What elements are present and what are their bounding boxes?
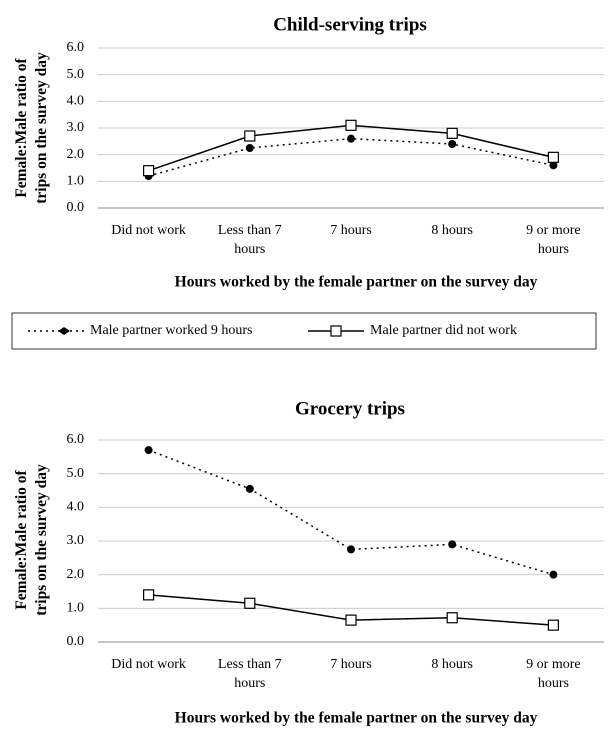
x-tick-label: 8 hours [431,657,473,672]
chart-title: Child-serving trips [273,14,427,35]
x-tick-label: 9 or more hours [526,657,580,691]
y-tick-label: 6.0 [67,432,85,447]
marker [347,545,355,554]
legend-marker [330,325,342,337]
x-tick-label: 9 or more hours [526,223,580,257]
y-tick-label: 0.0 [67,634,85,649]
y-tick-label: 3.0 [67,120,85,135]
x-tick-label: 8 hours [431,223,473,238]
marker [345,614,357,626]
x-tick-label: 7 hours [330,223,372,238]
marker [345,119,357,131]
legend-box [11,312,597,350]
x-axis-label: Hours worked by the female partner on th… [175,274,538,291]
marker [143,165,155,177]
x-tick-label: Less than 7 hours [218,223,282,257]
marker [244,597,256,609]
y-axis-label-group: Female:Male ratio of trips on the survey … [13,464,50,616]
legend-marker [58,327,70,335]
series-line [148,137,554,177]
y-axis-label-group: Female:Male ratio of trips on the survey … [13,52,50,204]
x-tick-label: Did not work [111,657,186,672]
y-tick-label: 2.0 [67,567,85,582]
marker [448,540,457,549]
y-tick-label: 4.0 [67,94,85,109]
y-axis-label: Female:Male ratio of trips on the survey … [13,52,50,204]
y-tick-label: 5.0 [67,67,85,82]
y-tick-label: 2.0 [67,147,85,162]
marker [549,161,558,170]
y-axis-label: Female:Male ratio of trips on the survey … [13,464,50,616]
y-tick-label: 6.0 [67,40,85,55]
series-line [148,124,554,172]
y-tick-label: 1.0 [67,601,85,616]
marker [446,127,458,139]
marker [245,484,254,493]
y-tick-label: 3.0 [67,533,85,548]
marker [448,140,457,148]
legend-label: Male partner did not work [370,323,517,338]
marker [547,151,560,163]
y-tick-label: 4.0 [67,500,85,515]
marker [547,619,560,631]
y-tick-label: 1.0 [67,174,85,189]
marker [143,589,155,601]
x-tick-label: Less than 7 hours [218,657,282,691]
legend-label: Male partner worked 9 hours [90,323,253,338]
marker [347,134,355,143]
marker [244,130,256,142]
y-tick-label: 0.0 [67,200,85,215]
x-axis-label: Hours worked by the female partner on th… [175,710,538,727]
marker [245,144,254,152]
y-tick-label: 5.0 [67,466,85,481]
x-tick-label: 7 hours [330,657,372,672]
chart-title: Grocery trips [295,398,405,419]
marker [549,570,558,579]
marker [446,612,458,624]
x-tick-label: Did not work [111,223,186,238]
marker [144,446,153,455]
series-line [148,449,554,576]
